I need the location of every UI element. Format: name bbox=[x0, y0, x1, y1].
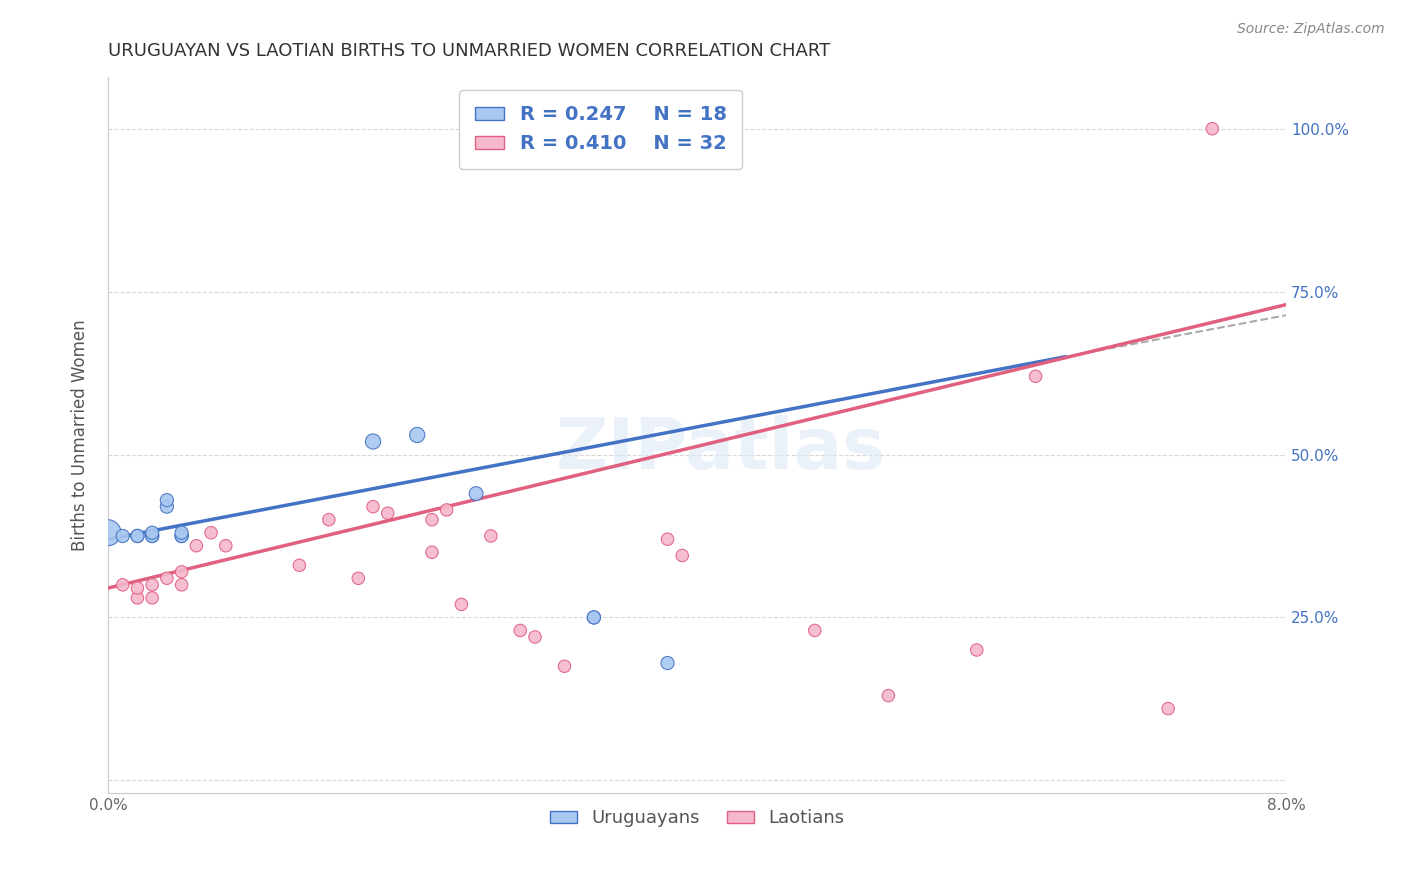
Point bbox=[170, 578, 193, 592]
Point bbox=[170, 525, 193, 540]
Point bbox=[186, 539, 208, 553]
Point bbox=[111, 529, 134, 543]
Point bbox=[465, 486, 488, 500]
Point bbox=[361, 434, 384, 449]
Point bbox=[141, 529, 163, 543]
Point bbox=[127, 591, 149, 605]
Point bbox=[877, 689, 900, 703]
Point bbox=[657, 656, 679, 670]
Point bbox=[479, 529, 502, 543]
Point bbox=[170, 529, 193, 543]
Point bbox=[97, 525, 120, 540]
Point bbox=[156, 500, 179, 514]
Point bbox=[127, 529, 149, 543]
Point bbox=[141, 529, 163, 543]
Point bbox=[582, 610, 605, 624]
Point bbox=[420, 513, 443, 527]
Point bbox=[657, 533, 679, 547]
Point bbox=[347, 571, 370, 585]
Point bbox=[436, 503, 458, 517]
Point bbox=[1025, 369, 1047, 384]
Y-axis label: Births to Unmarried Women: Births to Unmarried Women bbox=[72, 319, 89, 550]
Point bbox=[111, 578, 134, 592]
Point bbox=[671, 549, 693, 563]
Text: Source: ZipAtlas.com: Source: ZipAtlas.com bbox=[1237, 22, 1385, 37]
Point bbox=[318, 513, 340, 527]
Point bbox=[141, 525, 163, 540]
Point bbox=[582, 610, 605, 624]
Point bbox=[288, 558, 311, 573]
Point bbox=[170, 529, 193, 543]
Point bbox=[200, 525, 222, 540]
Point bbox=[524, 630, 547, 644]
Point bbox=[156, 571, 179, 585]
Point bbox=[803, 624, 825, 638]
Point bbox=[406, 428, 429, 442]
Point bbox=[170, 565, 193, 579]
Text: ZIPatlas: ZIPatlas bbox=[555, 415, 886, 483]
Point bbox=[377, 506, 399, 520]
Point bbox=[1157, 701, 1180, 715]
Point bbox=[553, 659, 575, 673]
Point bbox=[1201, 121, 1223, 136]
Point bbox=[141, 591, 163, 605]
Text: URUGUAYAN VS LAOTIAN BIRTHS TO UNMARRIED WOMEN CORRELATION CHART: URUGUAYAN VS LAOTIAN BIRTHS TO UNMARRIED… bbox=[108, 42, 830, 60]
Point bbox=[215, 539, 238, 553]
Point bbox=[156, 493, 179, 508]
Point bbox=[450, 598, 472, 612]
Legend: Uruguayans, Laotians: Uruguayans, Laotians bbox=[543, 802, 852, 835]
Point bbox=[127, 581, 149, 595]
Point bbox=[509, 624, 531, 638]
Point bbox=[141, 578, 163, 592]
Point bbox=[127, 529, 149, 543]
Point bbox=[361, 500, 384, 514]
Point bbox=[420, 545, 443, 559]
Point bbox=[966, 643, 988, 657]
